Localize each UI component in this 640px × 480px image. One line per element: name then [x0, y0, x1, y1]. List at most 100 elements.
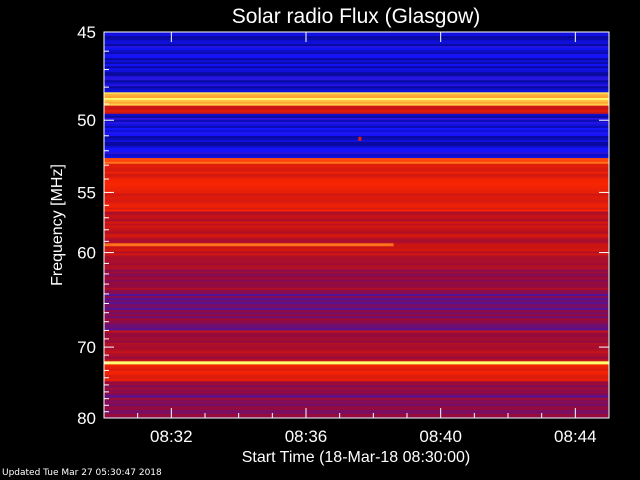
band-9-row-5: [104, 340, 609, 344]
band-5-row-21: [104, 205, 609, 209]
plot-frame: [103, 31, 610, 419]
band-0-row-6: [104, 44, 609, 47]
band-8-row-10: [104, 314, 609, 317]
band-5-row-5: [104, 173, 609, 177]
band-0-row-4: [104, 40, 609, 43]
band-8-row-7: [104, 308, 609, 311]
band-12-row-10: [104, 401, 609, 405]
axes: 08:32 08:36 08:40 08:44 45 50 55 60 70 80: [77, 23, 610, 446]
band-8-row-5: [104, 304, 609, 307]
band-11-row-7: [104, 379, 609, 382]
band-5-row-10: [104, 183, 609, 187]
band-3-row-9: [104, 131, 609, 135]
band-5-row-14: [104, 191, 609, 195]
band-5-row-13: [104, 189, 609, 193]
band-8-row-9: [104, 312, 609, 315]
band-6-row-17: [104, 245, 609, 248]
band-5-row-9: [104, 181, 609, 185]
band-8-row-17: [104, 328, 609, 331]
band-12-row-12: [104, 405, 609, 409]
y-axis-label: Frequency [MHz]: [49, 164, 66, 286]
band-0-row-12: [104, 56, 609, 59]
band-5-row-0: [104, 163, 609, 167]
band-1-row-2: [104, 96, 609, 99]
band-1-row-5: [104, 101, 609, 105]
band-4-row-1: [104, 159, 609, 163]
band-0-row-18: [104, 68, 609, 71]
band-6-row-1: [104, 213, 609, 217]
band-2-row-2: [104, 109, 609, 113]
band-0-row-26: [104, 84, 609, 87]
band-0-row-19: [104, 70, 609, 73]
band-6-row-3: [104, 217, 609, 221]
band-0-row-9: [104, 50, 609, 53]
band-6-row-8: [104, 227, 609, 231]
band-3-row-8: [104, 129, 609, 133]
band-8-row-2: [104, 297, 609, 301]
band-1-row-1: [104, 94, 609, 97]
band-6-row-23: [104, 257, 609, 260]
band-5-row-17: [104, 197, 609, 201]
band-6-row-18: [104, 247, 609, 250]
band-6-row-15: [104, 241, 609, 244]
band-6-row-22: [104, 255, 609, 258]
band-0-row-28: [104, 88, 609, 91]
band-10-row-1: [104, 362, 609, 365]
band-0-row-1: [104, 34, 609, 37]
band-8-row-11: [104, 316, 609, 319]
band-9-row-14: [104, 359, 609, 362]
band-6-row-14: [104, 239, 609, 242]
band-0-row-8: [104, 48, 609, 51]
band-11-row-0: [104, 364, 609, 368]
band-12-row-4: [104, 389, 609, 393]
band-0-row-15: [104, 62, 609, 65]
band-7-row-14: [104, 291, 609, 295]
band-0-row-24: [104, 80, 609, 83]
band-6-row-4: [104, 219, 609, 223]
band-4-row-2: [104, 161, 609, 165]
band-3-row-20: [104, 154, 609, 157]
band-7-row-0: [104, 263, 609, 266]
band-3-row-10: [104, 133, 609, 137]
band-9-row-10: [104, 351, 609, 354]
band-10-row-0: [104, 361, 609, 364]
band-12-row-11: [104, 403, 609, 407]
band-8-row-12: [104, 318, 609, 321]
band-11-row-1: [104, 366, 609, 370]
y-tick-label-0: 45: [77, 23, 96, 42]
band-0-row-0: [104, 32, 609, 35]
band-8-row-0: [104, 293, 609, 297]
band-3-row-18: [104, 150, 609, 153]
band-0-row-17: [104, 66, 609, 69]
band-6-row-20: [104, 251, 609, 254]
band-8-row-3: [104, 300, 609, 303]
feature-line-0: [104, 243, 394, 247]
band-5-row-1: [104, 165, 609, 169]
band-2-row-1: [104, 107, 609, 111]
band-9-row-0: [104, 330, 609, 333]
chart-title: Solar radio Flux (Glasgow): [232, 5, 481, 28]
band-9-row-8: [104, 346, 609, 350]
band-0-row-10: [104, 52, 609, 55]
band-3-row-0: [104, 113, 609, 117]
band-0-row-11: [104, 54, 609, 57]
x-tick-label-2: 08:40: [419, 427, 462, 446]
band-1-row-6: [104, 103, 609, 107]
band-8-row-1: [104, 295, 609, 299]
band-3-row-1: [104, 115, 609, 119]
band-1-row-0: [104, 92, 609, 95]
band-12-row-16: [104, 413, 609, 417]
band-0-row-5: [104, 42, 609, 45]
band-12-row-9: [104, 399, 609, 403]
band-5-row-15: [104, 193, 609, 197]
x-tick-label-0: 08:32: [150, 427, 193, 446]
band-6-row-19: [104, 249, 609, 252]
band-6-row-10: [104, 231, 609, 235]
band-5-row-4: [104, 171, 609, 175]
band-12-row-7: [104, 395, 609, 399]
band-11-row-3: [104, 370, 609, 374]
band-6-row-0: [104, 211, 609, 215]
band-8-row-13: [104, 320, 609, 323]
updated-timestamp: Updated Tue Mar 27 05:30:47 2018: [2, 468, 162, 478]
band-5-row-3: [104, 169, 609, 173]
